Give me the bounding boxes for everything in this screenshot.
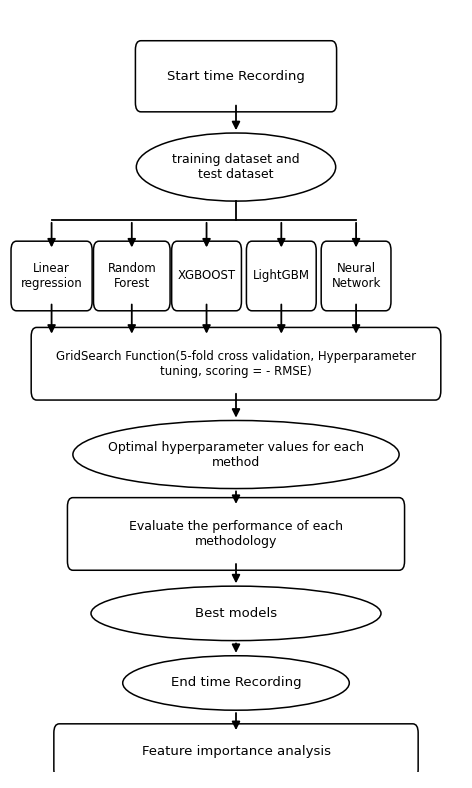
FancyBboxPatch shape [135,41,337,112]
FancyBboxPatch shape [11,241,92,310]
FancyBboxPatch shape [172,241,242,310]
Text: training dataset and
test dataset: training dataset and test dataset [172,153,300,181]
Ellipse shape [123,656,349,710]
Text: Optimal hyperparameter values for each
method: Optimal hyperparameter values for each m… [108,440,364,469]
Text: Start time Recording: Start time Recording [167,70,305,83]
Text: End time Recording: End time Recording [171,676,301,690]
Text: Neural
Network: Neural Network [331,262,381,290]
Ellipse shape [73,421,399,489]
Text: LightGBM: LightGBM [253,269,310,282]
FancyBboxPatch shape [93,241,170,310]
Ellipse shape [91,586,381,641]
Text: GridSearch Function(5-fold cross validation, Hyperparameter
tuning, scoring = - : GridSearch Function(5-fold cross validat… [56,350,416,377]
Ellipse shape [136,133,336,201]
Text: Best models: Best models [195,607,277,620]
Text: Evaluate the performance of each
methodology: Evaluate the performance of each methodo… [129,520,343,548]
FancyBboxPatch shape [246,241,316,310]
FancyBboxPatch shape [321,241,391,310]
FancyBboxPatch shape [67,498,405,571]
Text: XGBOOST: XGBOOST [177,269,236,282]
FancyBboxPatch shape [31,328,441,400]
Text: Random
Forest: Random Forest [108,262,156,290]
FancyBboxPatch shape [54,724,418,779]
Text: Feature importance analysis: Feature importance analysis [142,745,330,757]
Text: Linear
regression: Linear regression [21,262,83,290]
